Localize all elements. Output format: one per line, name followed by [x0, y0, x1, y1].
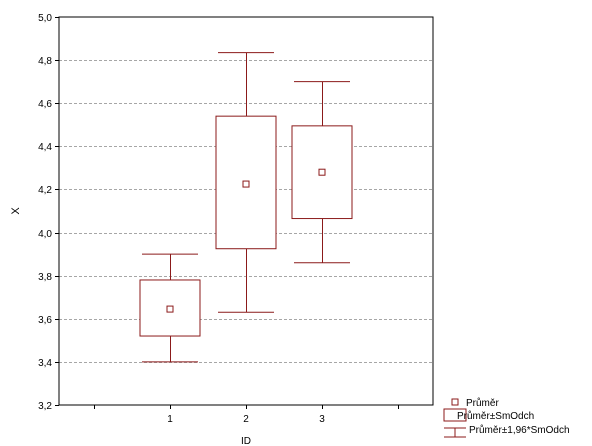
- legend-whisker-marker: [444, 427, 466, 438]
- plot-marks: [139, 52, 353, 363]
- x-tick-label: 2: [243, 414, 249, 425]
- x-tick-label: 3: [319, 414, 325, 425]
- legend-box-label: Průměr±SmOdch: [457, 410, 534, 422]
- y-tick-label: 3,8: [38, 272, 52, 283]
- legend-whisker-label: Průměr±1,96*SmOdch: [469, 424, 570, 436]
- y-axis-label: X: [10, 207, 22, 215]
- box-group-3: [291, 81, 353, 264]
- y-tick-label: 3,4: [38, 358, 52, 369]
- mean-marker: [242, 180, 250, 188]
- y-tick-label: 4,8: [38, 56, 52, 67]
- legend-mean-label: Průměr: [466, 397, 499, 409]
- y-tick-label: 4,6: [38, 99, 52, 110]
- legend-box-marker: [443, 408, 467, 422]
- y-tick-label: 5,0: [38, 13, 52, 24]
- x-tick-label: 1: [167, 414, 173, 425]
- x-axis-label: ID: [241, 436, 251, 446]
- box-group-1: [139, 253, 201, 363]
- y-tick-label: 3,6: [38, 315, 52, 326]
- mean-marker: [318, 168, 326, 176]
- mean-marker: [166, 305, 174, 313]
- legend: Průměr Průměr±SmOdch Průměr±1,96*SmOdch: [443, 397, 570, 438]
- axes: 3,2 3,4 3,6 3,8 4,0 4,2 4,4 4,6 4,8 5,0 1 2 3: [38, 13, 399, 425]
- box-group-2: [215, 52, 277, 313]
- y-tick-label: 4,2: [38, 185, 52, 196]
- y-tick-label: 4,4: [38, 142, 52, 153]
- y-tick-label: 3,2: [38, 401, 52, 412]
- y-tick-label: 4,0: [38, 229, 52, 240]
- legend-mean-marker: [451, 398, 459, 406]
